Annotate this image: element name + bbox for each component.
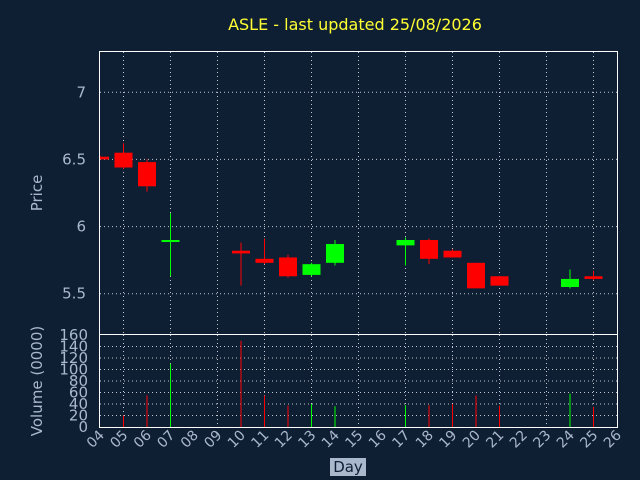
day-tick-label: 10 [225, 428, 249, 452]
candle-body [443, 250, 462, 258]
day-tick-label: 12 [272, 428, 296, 452]
day-tick-label: 23 [530, 428, 554, 452]
candle-body [114, 152, 133, 168]
candle-body [255, 258, 274, 263]
day-tick-label: 14 [319, 427, 343, 451]
candle-body [279, 257, 297, 277]
volume-tick-label: 100 [59, 361, 88, 379]
candle-body [302, 264, 321, 275]
day-tick-label: 08 [178, 428, 202, 452]
volume-gridlines [100, 335, 617, 427]
chart-title: ASLE - last updated 25/08/2026 [228, 15, 482, 34]
day-tick-label: 11 [248, 428, 272, 452]
candle-body [490, 276, 509, 286]
day-tick-label: 07 [154, 428, 178, 452]
volume-tick-label: 40 [69, 395, 88, 413]
day-axis-label: Day [333, 458, 363, 476]
candle-body [584, 276, 603, 279]
day-tick-label: 26 [601, 427, 625, 451]
volume-tick-label: 120 [59, 349, 88, 367]
day-tick-label: 24 [554, 427, 578, 451]
price-candles [99, 143, 603, 289]
candle-body [138, 162, 156, 187]
price-tick-label: 6.5 [62, 150, 86, 168]
price-tick-label: 5.5 [62, 285, 86, 303]
candle-body [561, 278, 579, 287]
volume-tick-label: 20 [69, 407, 88, 425]
candle-body [100, 156, 109, 160]
candle-body [161, 240, 180, 242]
day-tick-label: 16 [366, 427, 390, 451]
volume-axis-label: Volume (0000) [28, 326, 46, 436]
volume-panel-frame [99, 334, 618, 428]
price-axis-ticks: 5.5 6 6.5 7 [62, 83, 86, 302]
candle-body [467, 262, 485, 289]
day-tick-label: 19 [436, 428, 460, 452]
volume-tick-label: 80 [69, 372, 88, 390]
day-tick-label: 09 [201, 428, 225, 452]
day-tick-label: 25 [577, 428, 601, 452]
day-tick-label: 22 [507, 428, 531, 452]
volume-tick-label: 160 [59, 326, 88, 344]
day-tick-label: 13 [295, 428, 319, 452]
day-tick-label: 15 [342, 428, 366, 452]
volume-tick-label: 140 [59, 338, 88, 356]
volume-bars [123, 340, 594, 427]
day-tick-label: 05 [107, 428, 131, 452]
volume-tick-label: 60 [69, 384, 88, 402]
price-tick-label: 6 [76, 218, 86, 236]
candle-body [326, 244, 344, 263]
day-axis-ticks: 04 05 06 07 08 09 10 11 12 13 14 15 16 17 18 19 20 21 22 23… [84, 427, 625, 451]
day-tick-label: 06 [131, 427, 155, 451]
candle-body [396, 240, 415, 246]
day-tick-label: 20 [460, 428, 484, 452]
price-gridlines [100, 52, 617, 334]
day-axis-label-bg [330, 458, 366, 476]
day-tick-label: 17 [389, 428, 413, 452]
candle-body [420, 240, 438, 259]
day-tick-label: 21 [483, 428, 507, 452]
price-axis-label: Price [28, 175, 46, 212]
price-tick-label: 7 [76, 83, 86, 101]
volume-tick-label: 0 [78, 418, 88, 436]
candle-body [232, 250, 250, 254]
day-tick-label: 18 [413, 428, 437, 452]
